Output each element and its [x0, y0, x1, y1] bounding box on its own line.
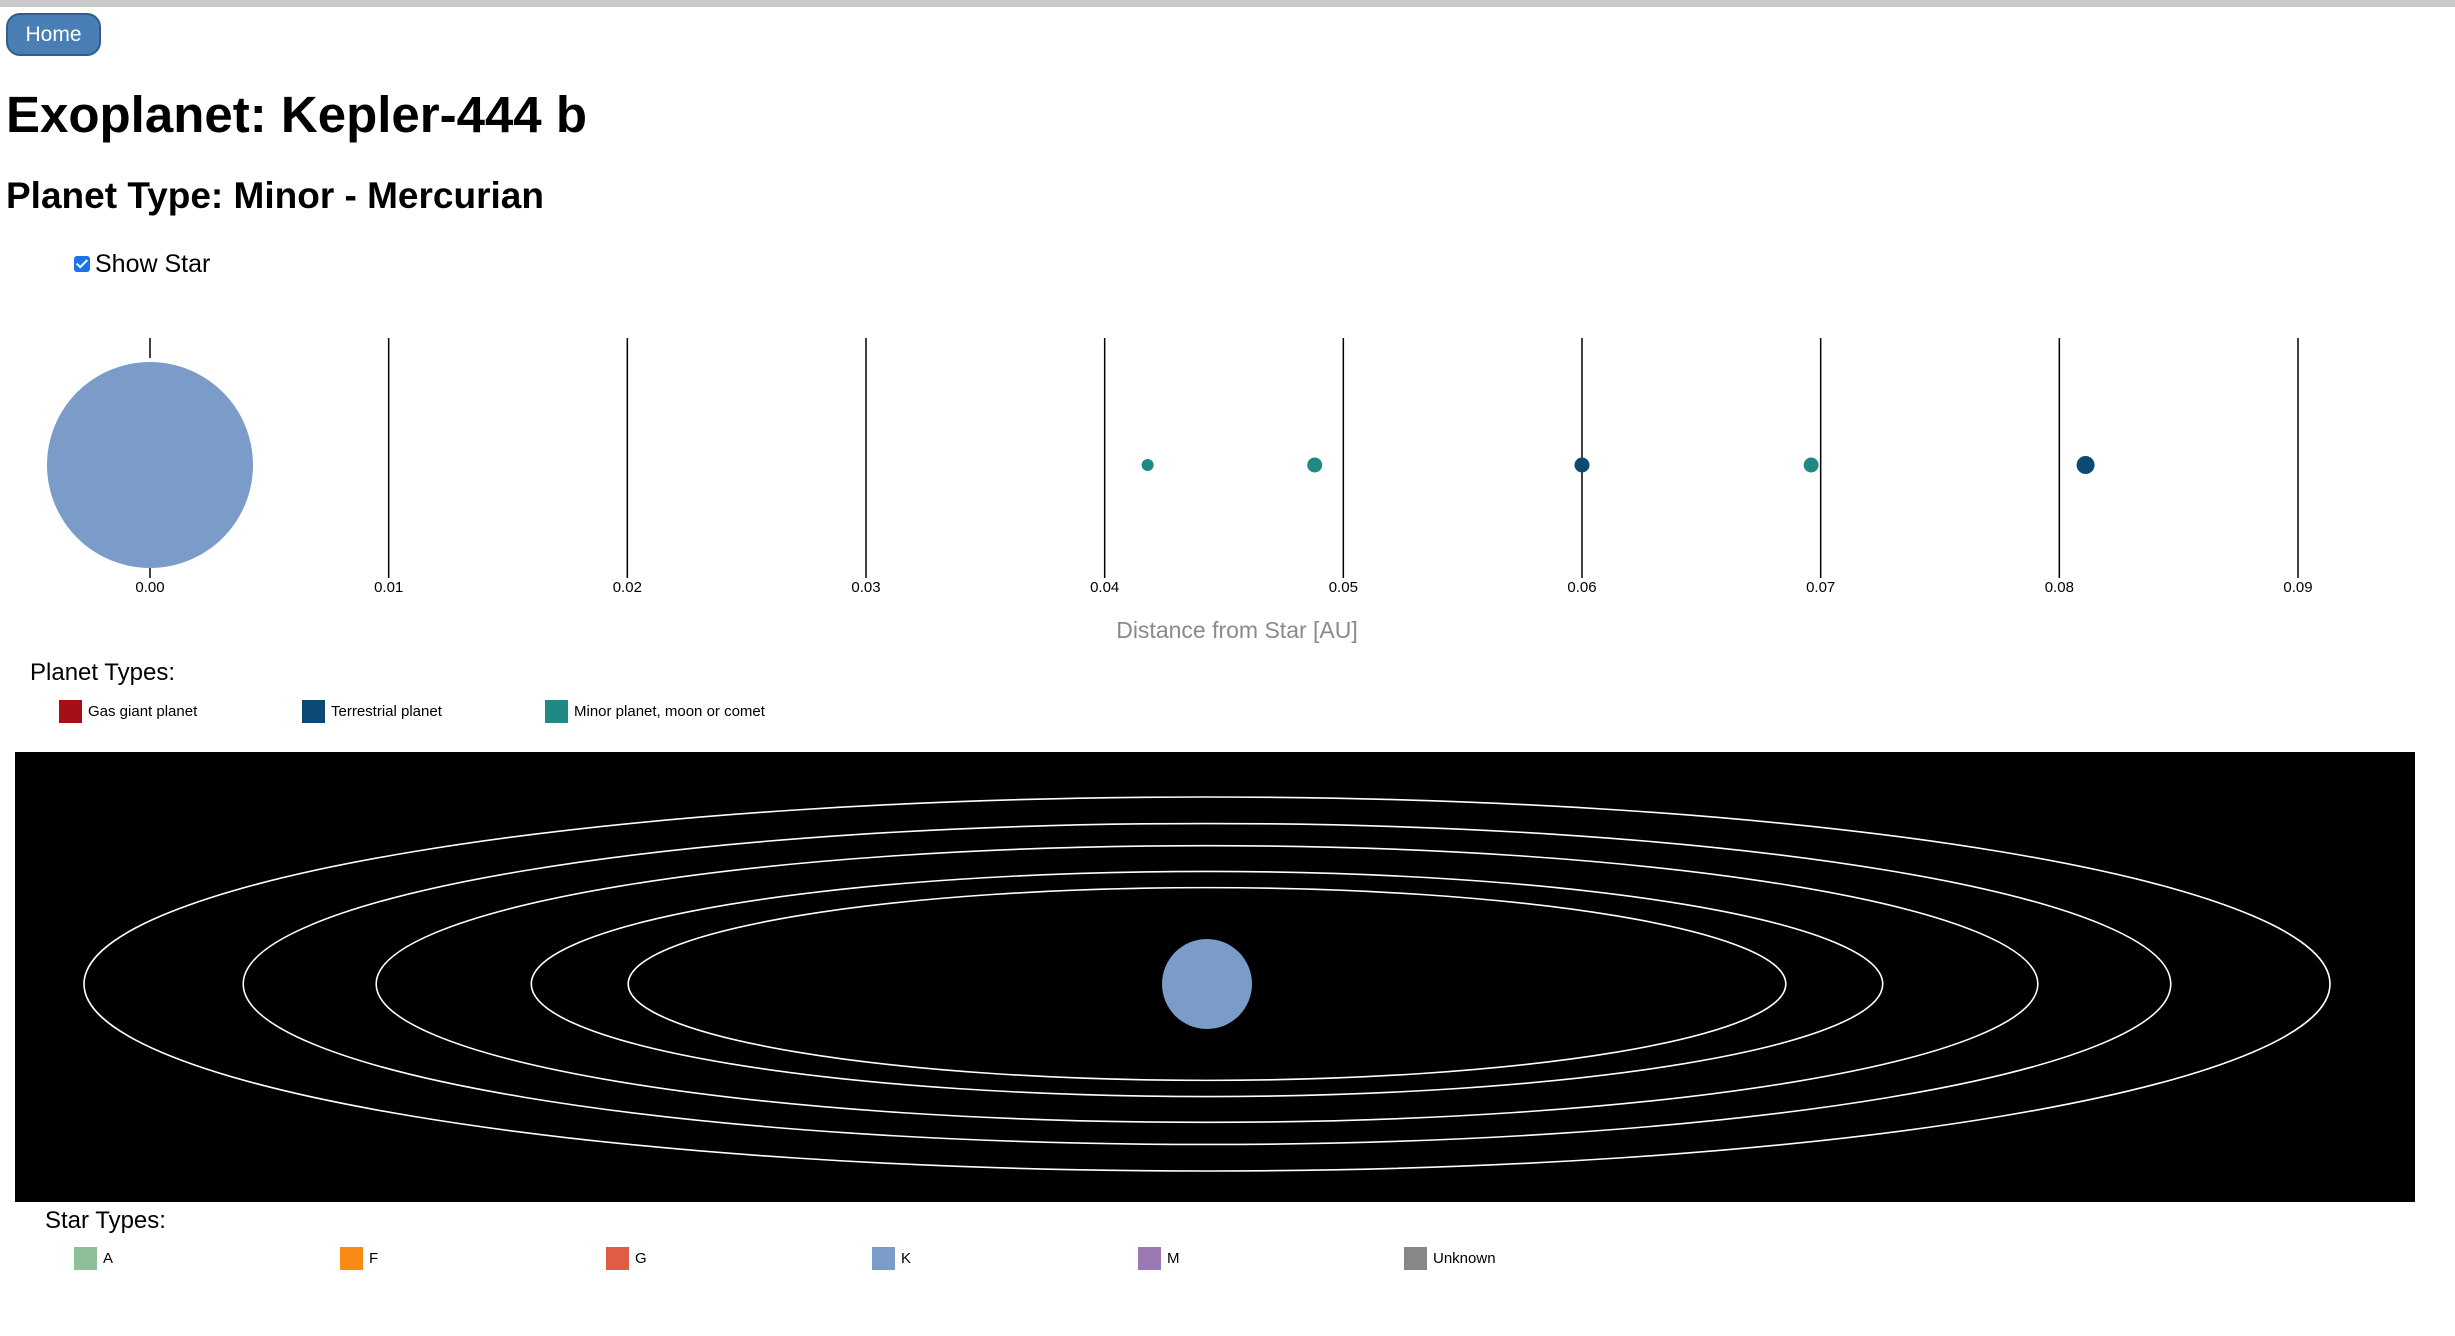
legend-swatch: [302, 699, 325, 723]
orbit-svg: [83, 796, 2331, 1172]
tick-layer: 0.00 0.01 0.02 0.03 0.04 0.05 0.06 0.07 0.08 0.09: [135, 338, 2313, 596]
legend-item: A: [74, 1246, 113, 1270]
show-star-label: Show Star: [95, 249, 211, 278]
star-types-heading: Star Types:: [45, 1207, 166, 1234]
legend-label: K: [901, 1249, 912, 1267]
legend-label: F: [369, 1249, 379, 1267]
home-button[interactable]: Home: [6, 13, 101, 56]
legend-swatch: [1138, 1246, 1161, 1270]
legend-swatch: [74, 1246, 97, 1270]
legend-label: Gas giant planet: [88, 702, 198, 720]
show-star-toggle[interactable]: Show Star: [74, 246, 210, 282]
point-layer: [47, 362, 2095, 568]
legend-label: Unknown: [1433, 1249, 1496, 1267]
tick-label: 0.04: [1090, 579, 1119, 596]
legend-swatch: [872, 1246, 895, 1270]
tick-label: 0.09: [2283, 579, 2312, 596]
legend-swatch: [340, 1246, 363, 1270]
tick-label: 0.07: [1806, 579, 1835, 596]
planet-point[interactable]: [1141, 459, 1154, 471]
planet-point[interactable]: [1574, 457, 1590, 473]
tick-label: 0.01: [374, 579, 403, 596]
legend-label: A: [103, 1249, 114, 1267]
legend-item: M: [1138, 1246, 1180, 1270]
top-bar: [0, 0, 2455, 7]
planet-types-heading: Planet Types:: [30, 659, 175, 686]
legend-swatch: [545, 699, 568, 723]
orbit-view: [15, 752, 2415, 1202]
orbit-ellipse: [627, 886, 1787, 1082]
tick-label: 0.02: [613, 579, 642, 596]
orbit-ellipse: [83, 796, 2331, 1172]
orbit-ellipse: [530, 870, 1884, 1098]
planet-point[interactable]: [1803, 457, 1819, 473]
page-title: Exoplanet: Kepler-444 b: [6, 86, 587, 143]
planet-types-legend: Gas giant planet Terrestrial planet Minor …: [59, 699, 959, 723]
legend-item: Unknown: [1404, 1246, 1496, 1270]
legend-label: Minor planet, moon or comet: [574, 702, 765, 720]
legend-item: F: [340, 1246, 378, 1270]
planet-point[interactable]: [2076, 456, 2095, 474]
legend-item: K: [872, 1246, 911, 1270]
orbit-ellipse: [375, 844, 2039, 1124]
show-star-checkbox[interactable]: [74, 256, 90, 272]
orbit-star: [1162, 939, 1252, 1029]
planet-point[interactable]: [1307, 457, 1323, 473]
star-types-legend: A F G K M Unknown: [74, 1246, 1574, 1270]
planet-type-heading: Planet Type: Minor - Mercurian: [6, 175, 544, 216]
legend-swatch: [59, 699, 82, 723]
legend-item: G: [606, 1246, 647, 1270]
legend-item: Minor planet, moon or comet: [545, 699, 765, 723]
distance-chart: 0.00 0.01 0.02 0.03 0.04 0.05 0.06 0.07 0.08 0.09…: [47, 338, 2313, 643]
tick-label: 0.05: [1329, 579, 1358, 596]
x-axis-label: Distance from Star [AU]: [1116, 617, 1358, 643]
legend-label: G: [635, 1249, 647, 1267]
legend-swatch: [606, 1246, 629, 1270]
tick-label: 0.06: [1567, 579, 1596, 596]
legend-label: Terrestrial planet: [331, 702, 442, 720]
tick-label: 0.03: [851, 579, 880, 596]
orbit-ellipse: [242, 822, 2172, 1146]
legend-swatch: [1404, 1246, 1427, 1270]
legend-label: M: [1167, 1249, 1180, 1267]
legend-item: Terrestrial planet: [302, 699, 442, 723]
legend-item: Gas giant planet: [59, 699, 197, 723]
tick-label: 0.08: [2045, 579, 2074, 596]
host-star: [47, 362, 253, 568]
tick-label: 0.00: [135, 579, 164, 596]
